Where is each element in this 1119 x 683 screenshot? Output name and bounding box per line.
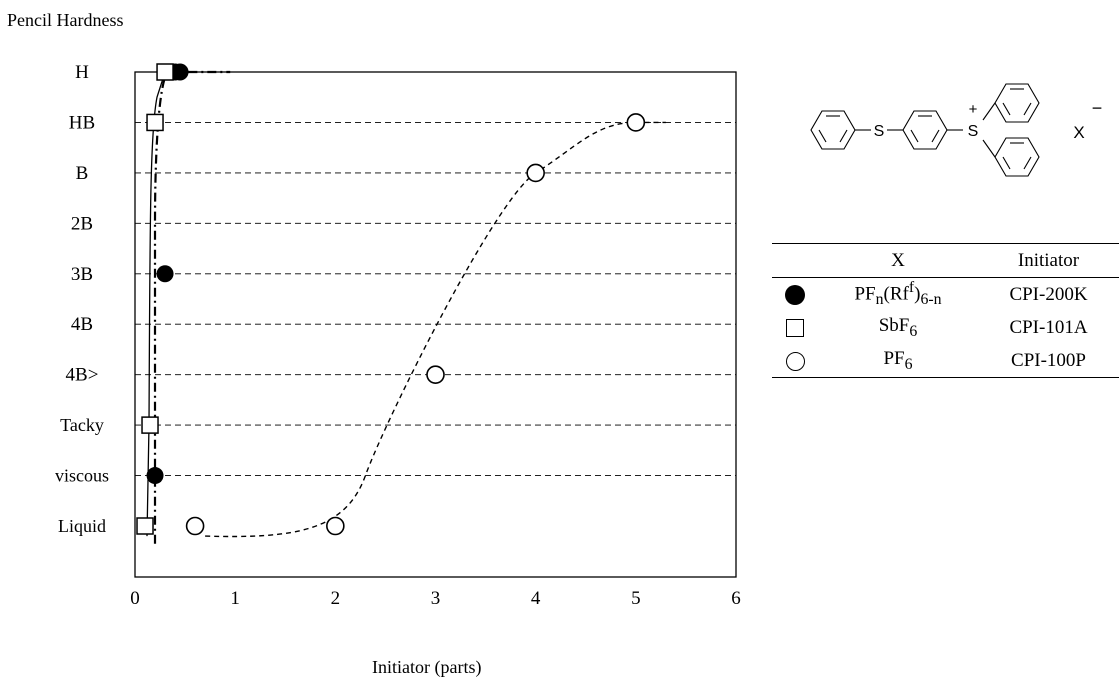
y-tick-label: 4B> [66,365,99,386]
x-tick-labels: 0 1 2 3 4 5 6 [130,588,741,609]
x-tick-label: 2 [331,588,341,609]
x-axis-label: Initiator (parts) [372,657,482,677]
data-point-pfn-rf [171,63,189,81]
y-tick-label: 4B [71,314,93,335]
y-tick-label: H [75,62,89,83]
data-point-pf6 [626,113,646,132]
legend-row: PFn(Rff)6-n CPI-200K [772,278,1119,312]
plot-frame [134,71,737,578]
data-point-sbf6 [141,416,159,434]
fit-curves [146,70,666,544]
x-tick-label: 3 [431,588,441,609]
legend-x: PFn(Rff)6-n [854,279,942,309]
legend-header-x: X [818,243,978,278]
legend-header-initiator: Initiator [978,243,1119,278]
data-point-sbf6 [136,517,154,535]
data-points [136,63,646,536]
grid-lines [135,121,736,477]
minus-charge-label: − [1092,98,1103,118]
legend-initiator: CPI-101A [1009,316,1088,338]
legend-row: PF6 CPI-100P [772,344,1119,378]
y-tick-label: Tacky [60,415,104,435]
x-tick-label: 5 [631,588,641,609]
anion-label: X [1073,123,1084,142]
data-point-pf6 [426,365,445,384]
data-point-pf6 [326,516,345,536]
y-tick-label: Liquid [58,516,106,536]
legend-x: SbF6 [878,314,918,340]
plus-charge-label: + [969,101,978,118]
sulfonium-atom-label: S [968,123,979,140]
x-tick-label: 4 [531,588,541,609]
y-tick-label: B [76,163,89,184]
x-tick-label: 0 [130,588,140,609]
data-point-pfn-rf [156,265,174,283]
chart-plot: Liquid viscous Tacky 4B> 4B 3B 2B B HB H 0 1 2 3 4 5 6 [55,62,741,609]
data-point-pf6 [526,163,545,183]
legend-initiator: CPI-100P [978,344,1119,378]
sulfur-atom-label: S [874,123,885,140]
x-tick-label: 1 [230,588,240,609]
legend-row: SbF6 CPI-101A [772,311,1119,344]
legend-table: X Initiator PFn(Rff)6-n CPI-200K SbF6 CP… [772,243,1119,378]
curve-sbf6 [146,71,166,537]
legend-initiator: CPI-200K [1009,283,1088,305]
open-circle-marker [785,351,805,371]
legend-x: PF6 [818,344,978,378]
curve-pf6 [205,121,666,538]
y-tick-labels: Liquid viscous Tacky 4B> 4B 3B 2B B HB H [55,62,109,536]
y-tick-label: HB [69,112,95,133]
y-tick-label: 2B [71,213,93,234]
data-point-pf6 [185,516,205,536]
filled-circle-marker [785,285,805,306]
legend-header-row: X Initiator [772,243,1119,278]
open-square-marker [786,319,804,338]
chart-title: Pencil Hardness [7,10,124,30]
chemical-structure: S S + X − [810,83,1103,177]
y-tick-label: 3B [71,264,93,285]
data-point-pfn-rf [146,467,164,485]
data-point-sbf6 [146,113,164,132]
x-tick-label: 6 [731,588,741,609]
y-tick-label: viscous [55,466,109,486]
curve-pfn-rf [153,70,231,544]
data-point-sbf6 [156,63,174,81]
